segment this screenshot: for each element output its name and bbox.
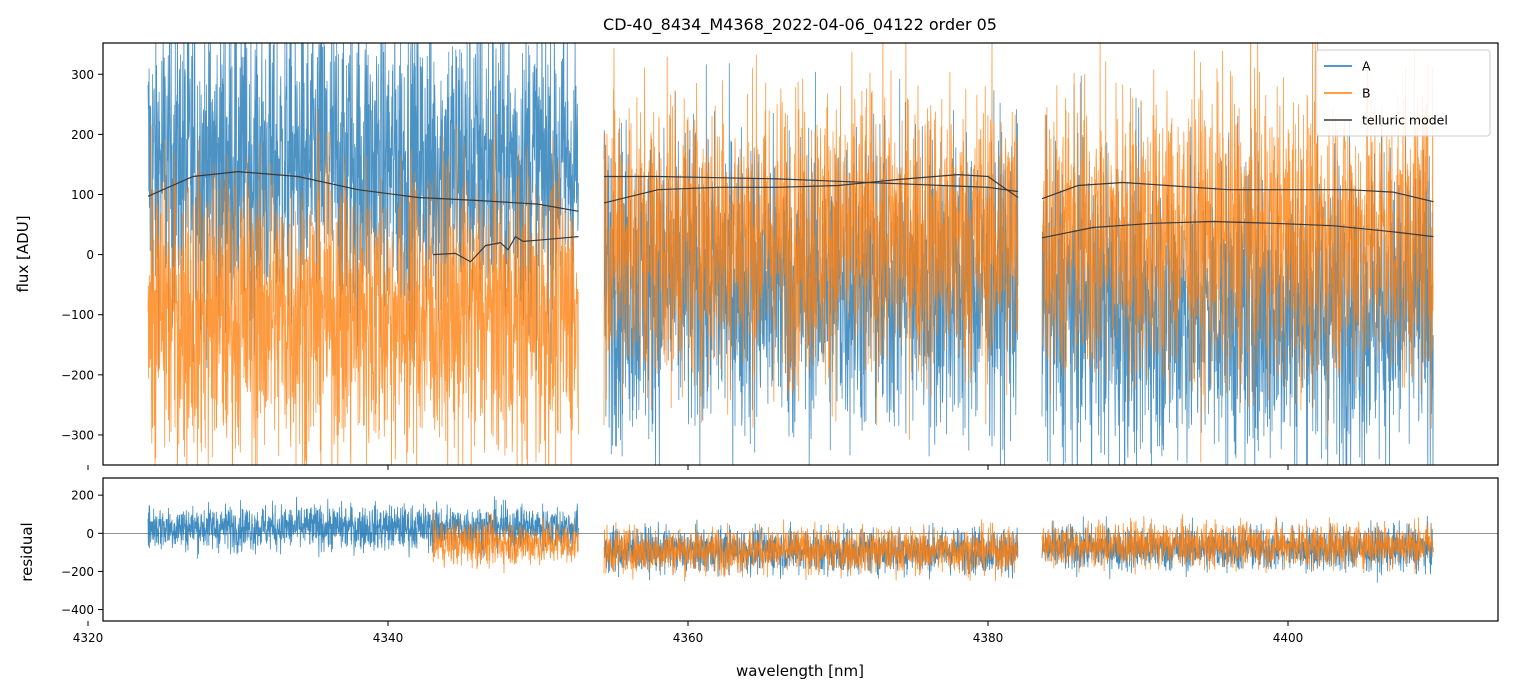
residual-axes-frame: [102, 477, 1499, 622]
telluric-model-curve-6: [432, 235, 579, 263]
spectrum-panel: −300 −200 −100 0 100 200 300 flux [ADU] ABtell…: [14, 42, 1499, 470]
legend-label: telluric model: [1362, 113, 1448, 128]
telluric-model-curve-1: [147, 170, 579, 212]
legend-box: [1315, 49, 1491, 137]
series-b-segment-2: [603, 43, 1019, 440]
y-axis-label-flux: flux [ADU]: [14, 215, 32, 292]
y-tick-label: −200: [61, 368, 94, 382]
telluric-model-curve-2: [604, 175, 1019, 193]
x-tick-label: 4320: [73, 631, 104, 645]
residual-b-segment-2: [603, 519, 1019, 582]
y-tick-label: −300: [61, 428, 94, 442]
telluric-model-curve-3: [603, 173, 1019, 204]
y-tick-label: −100: [61, 308, 94, 322]
series-b-segment-1: [147, 109, 579, 465]
residual-panel: −400 −200 0 200 4320 4340 4360 4380 4400 residu…: [18, 477, 1499, 680]
residual-b-segment-1: [432, 508, 579, 574]
y-tick-label: 100: [71, 188, 94, 202]
x-tick-label: 4340: [373, 631, 404, 645]
residual-y-tick-label: 200: [71, 489, 94, 503]
y-tick-label: 300: [71, 68, 94, 82]
residual-b-segment-3: [1041, 514, 1434, 575]
residual-y-tick-label: 0: [86, 527, 94, 541]
x-tick-label: 4380: [973, 631, 1004, 645]
x-tick-label: 4400: [1273, 631, 1304, 645]
residual-a-segment-1: [147, 496, 579, 559]
y-tick-label: 200: [71, 128, 94, 142]
residual-y-tick-label: −400: [61, 603, 94, 617]
y-tick-label: 0: [86, 248, 94, 262]
telluric-model-curve-5: [1041, 220, 1434, 239]
telluric-model-curve-4: [1041, 181, 1434, 203]
spectrum-axes-frame: [102, 42, 1499, 466]
x-tick-label: 4360: [673, 631, 704, 645]
legend-label: B: [1362, 86, 1371, 101]
series-b-segment-3: [1041, 43, 1434, 463]
x-axis-label: wavelength [nm]: [736, 662, 864, 680]
chart-title: CD-40_8434_M4368_2022-04-06_04122 order …: [603, 15, 997, 35]
y-axis-label-residual: residual: [18, 522, 36, 581]
residual-y-tick-label: −200: [61, 565, 94, 579]
legend-label: A: [1362, 59, 1371, 74]
